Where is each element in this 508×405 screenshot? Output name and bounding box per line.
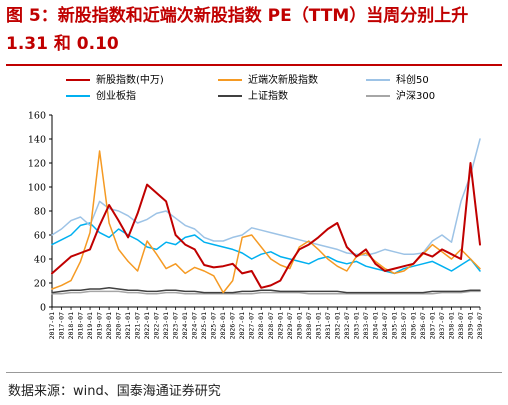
x-tick-label: 2035-07 <box>400 312 408 339</box>
y-tick-label: 160 <box>28 111 46 122</box>
x-tick-label: 2020-07 <box>115 312 123 339</box>
series-line-1 <box>51 150 481 294</box>
x-tick-label: 2028-01 <box>257 312 265 339</box>
y-tick-label: 60 <box>34 231 46 242</box>
x-tick-label: 2039-01 <box>466 312 474 339</box>
y-axis-ticks: 0 20 40 60 80 100 120 140 160 <box>28 111 52 314</box>
y-tick-label: 120 <box>28 159 46 170</box>
x-tick-label: 2019-07 <box>96 312 104 339</box>
x-tick-label: 2018-07 <box>77 312 85 339</box>
x-tick-label: 2025-01 <box>200 312 208 339</box>
legend-label-csi300: 沪深300 <box>396 89 435 102</box>
x-tick-label: 2022-01 <box>143 312 151 339</box>
source-rule <box>6 372 502 373</box>
x-tick-label: 2039-07 <box>476 312 484 339</box>
x-tick-label: 2017-07 <box>58 312 66 339</box>
x-tick-label: 2034-07 <box>381 312 389 339</box>
x-tick-label: 2035-01 <box>390 312 398 339</box>
x-tick-label: 2029-01 <box>276 312 284 339</box>
x-tick-label: 2037-01 <box>428 312 436 339</box>
legend-item-new-stock-index: 新股指数(中万) <box>66 73 164 86</box>
legend-label-star50: 科创50 <box>396 73 429 86</box>
x-tick-label: 2036-01 <box>409 312 417 339</box>
x-tick-label: 2038-01 <box>447 312 455 339</box>
x-tick-label: 2021-01 <box>124 312 132 339</box>
y-tick-label: 0 <box>40 303 46 314</box>
x-tick-label: 2038-07 <box>457 312 465 339</box>
series-line-2 <box>51 138 481 257</box>
x-axis-ticks: 2017-01 2017-07 2018-01 2018-07 2019-01 2019-… <box>48 307 484 339</box>
source-note: 数据来源：wind、国泰海通证券研究 <box>8 384 221 399</box>
x-tick-label: 2023-01 <box>162 312 170 339</box>
x-tick-label: 2037-07 <box>438 312 446 339</box>
legend-label-chinext: 创业板指 <box>96 89 136 102</box>
x-tick-label: 2032-01 <box>333 312 341 339</box>
x-tick-label: 2030-01 <box>295 312 303 339</box>
x-tick-label: 2031-07 <box>324 312 332 339</box>
series-line-3 <box>51 222 481 275</box>
x-tick-label: 2023-07 <box>172 312 180 339</box>
x-tick-label: 2036-07 <box>419 312 427 339</box>
series-line-5 <box>51 290 481 295</box>
x-tick-label: 2017-01 <box>48 312 56 339</box>
x-tick-label: 2033-01 <box>352 312 360 339</box>
x-tick-label: 2022-07 <box>153 312 161 339</box>
x-tick-label: 2019-01 <box>86 312 94 339</box>
y-tick-label: 40 <box>34 255 46 266</box>
x-tick-label: 2024-07 <box>191 312 199 339</box>
x-tick-label: 2029-07 <box>286 312 294 339</box>
figure-title: 图 5：新股指数和近端次新股指数 PE（TTM）当周分别上升 1.31 和 0.… <box>6 6 469 54</box>
y-tick-label: 80 <box>34 207 46 218</box>
legend-item-recent-ipo-index: 近端次新股指数 <box>218 73 318 86</box>
legend-item-chinext: 创业板指 <box>66 89 136 102</box>
legend-item-star50: 科创50 <box>366 73 429 86</box>
x-tick-label: 2030-07 <box>305 312 313 339</box>
x-tick-label: 2024-01 <box>181 312 189 339</box>
x-tick-label: 2027-01 <box>238 312 246 339</box>
legend-label-sse: 上证指数 <box>248 89 288 102</box>
title-rule <box>6 64 502 66</box>
x-tick-label: 2032-07 <box>343 312 351 339</box>
legend-item-sse: 上证指数 <box>218 89 288 102</box>
chart-legend: 新股指数(中万) 近端次新股指数 科创50 创业板指 上证指数 沪深300 <box>66 73 435 102</box>
x-tick-label: 2026-07 <box>229 312 237 339</box>
x-tick-label: 2026-01 <box>219 312 227 339</box>
x-tick-label: 2027-07 <box>248 312 256 339</box>
line-chart: 新股指数(中万) 近端次新股指数 科创50 创业板指 上证指数 沪深300 02… <box>28 73 484 339</box>
legend-label-new-stock-index: 新股指数(中万) <box>96 73 164 86</box>
x-tick-label: 2025-07 <box>210 312 218 339</box>
x-tick-label: 2033-07 <box>362 312 370 339</box>
x-tick-label: 2018-01 <box>67 312 75 339</box>
x-tick-label: 2020-01 <box>105 312 113 339</box>
legend-item-csi300: 沪深300 <box>366 89 435 102</box>
series-line-0 <box>51 162 481 289</box>
legend-label-recent-ipo-index: 近端次新股指数 <box>248 73 318 86</box>
y-tick-label: 140 <box>28 135 46 146</box>
series-line-4 <box>51 287 481 294</box>
chart-series <box>51 138 481 295</box>
x-tick-label: 2021-07 <box>134 312 142 339</box>
y-tick-label: 100 <box>28 183 46 194</box>
x-tick-label: 2028-07 <box>267 312 275 339</box>
y-tick-label: 20 <box>34 279 46 290</box>
x-tick-label: 2031-01 <box>314 312 322 339</box>
x-tick-label: 2034-01 <box>371 312 379 339</box>
